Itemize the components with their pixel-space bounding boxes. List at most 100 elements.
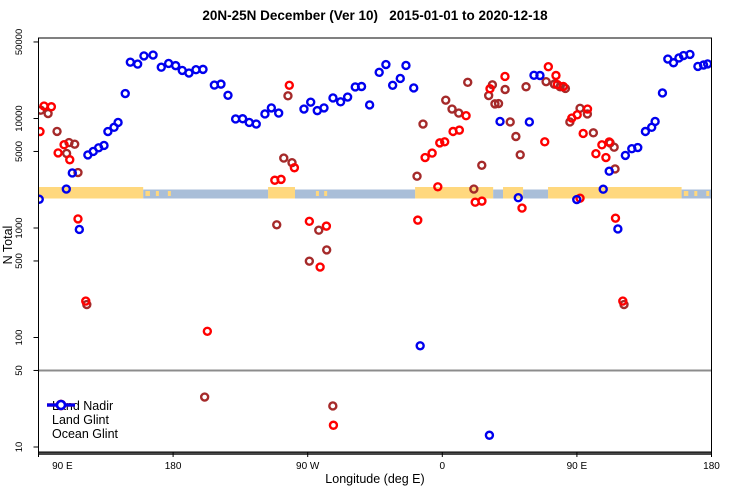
data-point — [500, 71, 510, 82]
bottom-baseline — [38, 451, 712, 455]
x-tick-label: 90 W — [296, 461, 320, 472]
data-point — [572, 194, 582, 205]
data-point — [304, 256, 315, 266]
data-point — [454, 108, 464, 118]
data-point — [284, 80, 295, 91]
data-point — [413, 215, 423, 225]
data-point — [74, 224, 85, 235]
data-point — [69, 139, 80, 149]
data-point — [558, 81, 568, 92]
data-point — [125, 57, 136, 67]
data-point — [132, 59, 143, 69]
data-point — [490, 99, 500, 109]
data-point — [640, 126, 651, 137]
data-point — [65, 155, 75, 165]
map-band-land — [38, 187, 144, 199]
data-point — [485, 84, 495, 94]
data-point — [251, 119, 261, 129]
data-point — [67, 168, 77, 178]
data-point — [493, 98, 504, 109]
data-point — [540, 137, 550, 147]
data-point — [328, 401, 338, 411]
map-band-island — [155, 191, 159, 196]
data-point — [81, 296, 91, 306]
data-point — [515, 150, 525, 160]
data-point — [409, 83, 419, 93]
data-point — [427, 148, 437, 158]
data-point — [39, 101, 49, 111]
data-point — [604, 166, 614, 176]
map-band-island — [706, 191, 710, 196]
data-point — [148, 50, 158, 60]
data-point — [591, 149, 601, 159]
data-point — [588, 128, 599, 138]
data-point — [321, 221, 332, 231]
data-point — [572, 110, 582, 120]
data-point — [551, 70, 561, 81]
data-point — [505, 117, 515, 127]
data-point — [521, 82, 531, 92]
map-band-island — [683, 191, 689, 196]
data-point — [535, 70, 545, 81]
map-band-land — [503, 187, 524, 199]
data-point — [356, 81, 367, 92]
data-point — [650, 116, 660, 127]
data-point — [633, 142, 643, 153]
data-point — [381, 59, 391, 70]
data-point — [304, 216, 315, 227]
data-point — [477, 196, 487, 206]
data-point — [335, 97, 346, 107]
x-tick-label: 180 — [703, 461, 720, 472]
data-point — [484, 430, 495, 440]
data-point — [272, 220, 282, 230]
y-tick-label: 500 — [14, 253, 25, 269]
data-point — [420, 152, 430, 163]
y-tick-label: 50000 — [14, 29, 25, 55]
x-axis-title: Longitude (deg E) — [325, 472, 425, 486]
data-point — [279, 153, 289, 163]
y-tick-label: 50 — [14, 365, 25, 376]
data-point — [59, 140, 69, 150]
data-point — [597, 140, 607, 150]
data-point — [52, 126, 62, 137]
data-point — [412, 171, 422, 181]
data-point — [46, 102, 57, 112]
map-band-ocean — [493, 189, 504, 199]
data-point — [543, 62, 554, 72]
data-point — [99, 140, 109, 151]
data-point — [113, 117, 123, 128]
data-point — [524, 117, 535, 127]
map-band-land — [548, 187, 682, 199]
data-point — [299, 104, 309, 114]
y-tick-label: 1000 — [14, 217, 25, 238]
data-point — [321, 245, 332, 255]
data-point — [328, 93, 338, 103]
data-point — [511, 131, 521, 142]
data-point — [447, 104, 457, 114]
data-point — [477, 160, 487, 170]
legend-label: Land Glint — [52, 413, 109, 427]
map-band-island — [324, 191, 328, 196]
y-axis-title: N Total — [1, 226, 15, 265]
data-point — [598, 184, 608, 194]
chart-title: 20N-25N December (Ver 10) 2015-01-01 to … — [202, 8, 548, 23]
data-point — [342, 92, 353, 102]
data-point — [315, 262, 325, 272]
data-point — [620, 150, 631, 161]
data-point — [601, 152, 611, 163]
map-band-island — [167, 191, 171, 196]
y-tick-label: 100 — [14, 330, 25, 346]
data-point — [73, 214, 83, 224]
legend-item-land-glint: Land Glint — [46, 399, 118, 427]
map-band-land — [415, 187, 494, 199]
map-band-ocean — [523, 189, 549, 199]
data-point — [495, 116, 505, 127]
data-point — [415, 341, 425, 351]
data-point — [387, 80, 398, 91]
data-point — [289, 163, 300, 173]
data-point — [613, 224, 623, 234]
data-point — [202, 326, 213, 336]
data-point — [156, 62, 166, 72]
data-point — [461, 111, 471, 121]
plot-border — [38, 37, 712, 453]
